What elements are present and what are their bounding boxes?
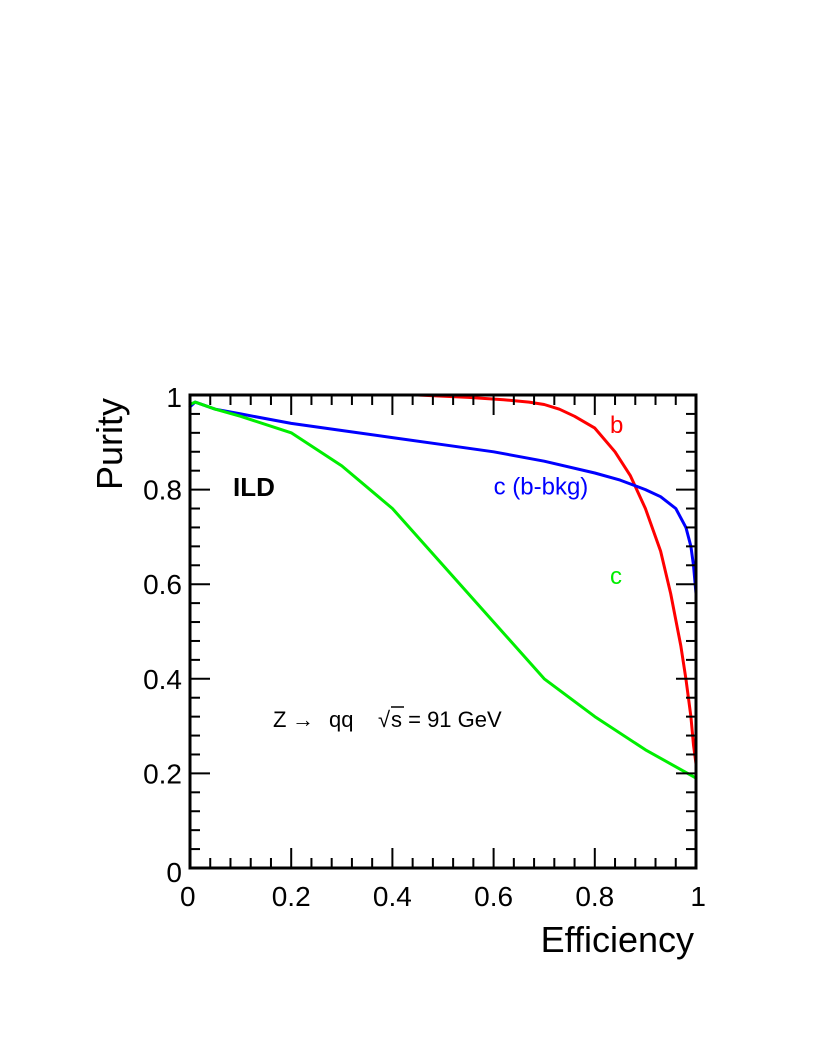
x-tick-label: 1 (690, 881, 706, 912)
x-tick-label: 0.6 (474, 881, 513, 912)
y-axis-title: Purity (89, 398, 130, 490)
y-tick-label: 1 (166, 382, 182, 413)
y-tick-label: 0.2 (143, 758, 182, 789)
y-tick-label: 0 (166, 857, 182, 888)
plot-frame (188, 393, 698, 870)
x-tick-label: 0.8 (575, 881, 614, 912)
process-annotation: Z → qq √ s = 91 GeV (273, 706, 502, 732)
y-tick-label: 0.4 (143, 664, 182, 695)
series-line-1 (188, 400, 698, 775)
x-axis-title: Efficiency (541, 919, 694, 960)
process-rhs: qq (329, 707, 353, 732)
series-line-0 (416, 393, 698, 766)
y-tick-label: 0.8 (143, 475, 182, 506)
x-tick-label: 0 (180, 881, 196, 912)
y-tick-label: 0.6 (143, 569, 182, 600)
axis-tick-labels: 0 0.2 0.4 0.6 0.8 1 0 0.2 0.4 0.6 0.8 1 (143, 382, 706, 912)
curves-layer (188, 393, 698, 780)
x-tick-label: 0.2 (272, 881, 311, 912)
series-label-0: b (610, 412, 623, 439)
x-tick-label: 0.4 (373, 881, 412, 912)
series-line-2 (188, 400, 698, 780)
series-label-2: c (610, 563, 622, 590)
axis-ticks (189, 394, 697, 869)
sqrt-symbol: √ (378, 707, 391, 732)
process-arrow: → (292, 707, 314, 732)
series-label-1: c (b-bkg) (494, 473, 589, 500)
series-labels: b c (b-bkg) c (494, 412, 624, 590)
experiment-label: ILD (233, 472, 275, 502)
energy-text: s = 91 GeV (391, 707, 502, 732)
process-lhs: Z (273, 707, 286, 732)
